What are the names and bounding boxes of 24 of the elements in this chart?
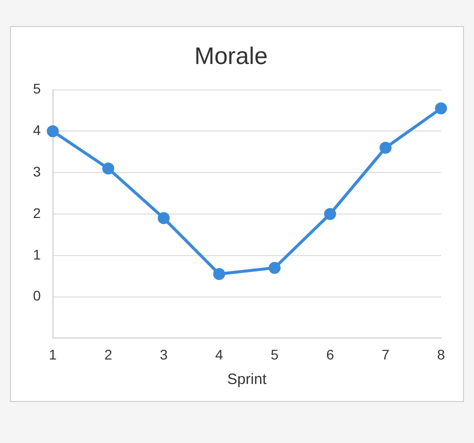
x-tick-label: 2 bbox=[104, 346, 112, 362]
x-tick-label: 5 bbox=[270, 346, 279, 362]
x-tick-label: 3 bbox=[160, 346, 168, 362]
point bbox=[158, 212, 170, 224]
point bbox=[435, 102, 447, 114]
point bbox=[46, 125, 59, 138]
point bbox=[324, 208, 336, 220]
point bbox=[380, 142, 392, 154]
point bbox=[268, 262, 281, 274]
y-tick-label: 3 bbox=[32, 163, 41, 180]
x-tick-label: 1 bbox=[48, 346, 57, 362]
x-axis-title: Sprint bbox=[227, 371, 268, 388]
x-tick-label: 8 bbox=[437, 346, 446, 362]
x-tick-label: 6 bbox=[326, 346, 334, 362]
x-tick-label: 7 bbox=[382, 346, 390, 362]
y-tick-label: 5 bbox=[32, 80, 41, 97]
point bbox=[102, 162, 114, 174]
y-tick-label: 2 bbox=[32, 204, 41, 221]
y-tick-label: 0 bbox=[32, 288, 41, 304]
chart-title: Morale bbox=[194, 43, 268, 70]
y-tick-label: 1 bbox=[32, 246, 41, 262]
point bbox=[213, 268, 226, 280]
y-tick-label: 4 bbox=[32, 122, 41, 138]
x-tick-label: 4 bbox=[215, 346, 224, 362]
